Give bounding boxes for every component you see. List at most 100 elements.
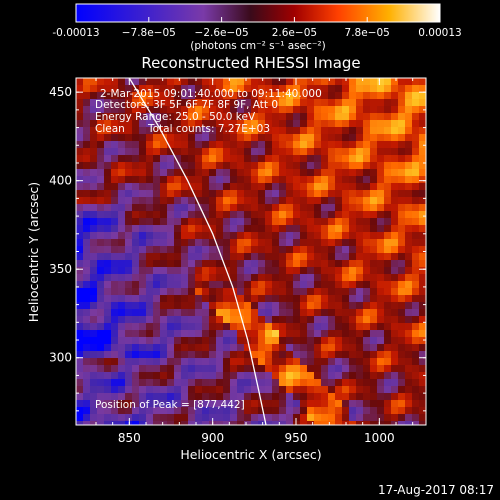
heatmap-cell: [216, 239, 224, 247]
heatmap-cell: [363, 372, 371, 380]
heatmap-cell: [251, 316, 259, 324]
heatmap-cell: [328, 267, 336, 275]
heatmap-cell: [335, 92, 343, 100]
heatmap-cell: [321, 190, 329, 198]
annotation-method: Clean: [95, 123, 125, 135]
heatmap-cell: [356, 99, 364, 107]
heatmap-cell: [321, 288, 329, 296]
heatmap-cell: [153, 421, 161, 425]
heatmap-cell: [90, 295, 98, 303]
heatmap-cell: [76, 99, 84, 107]
heatmap-cell: [216, 253, 224, 261]
heatmap-cell: [321, 197, 329, 205]
heatmap-cell: [237, 127, 245, 135]
heatmap-cell: [216, 330, 224, 338]
heatmap-cell: [216, 316, 224, 324]
heatmap-cell: [328, 337, 336, 345]
heatmap-cell: [216, 211, 224, 219]
heatmap-cell: [391, 225, 399, 233]
heatmap-cell: [419, 176, 426, 184]
heatmap-cell: [342, 113, 350, 121]
heatmap-cell: [230, 351, 238, 359]
heatmap-cell: [349, 99, 357, 107]
heatmap-cell: [188, 267, 196, 275]
heatmap-cell: [412, 155, 420, 163]
heatmap-cell: [90, 176, 98, 184]
heatmap-cell: [181, 127, 189, 135]
heatmap-cell: [132, 204, 140, 212]
heatmap-cell: [419, 309, 426, 317]
heatmap-cell: [307, 239, 315, 247]
heatmap-cell: [125, 246, 133, 254]
heatmap-cell: [195, 337, 203, 345]
heatmap-cell: [293, 106, 301, 114]
heatmap-cell: [398, 337, 406, 345]
heatmap-cell: [391, 337, 399, 345]
heatmap-cell: [111, 85, 119, 93]
heatmap-cell: [97, 281, 105, 289]
heatmap-cell: [363, 85, 371, 93]
heatmap-cell: [377, 288, 385, 296]
heatmap-cell: [251, 344, 259, 352]
heatmap-cell: [83, 400, 91, 408]
heatmap-cell: [342, 239, 350, 247]
heatmap-cell: [132, 379, 140, 387]
heatmap-cell: [146, 400, 154, 408]
heatmap-cell: [412, 141, 420, 149]
heatmap-cell: [167, 120, 175, 128]
heatmap-cell: [307, 148, 315, 156]
heatmap-cell: [363, 316, 371, 324]
heatmap-cell: [398, 274, 406, 282]
heatmap-cell: [272, 386, 280, 394]
heatmap-cell: [384, 169, 392, 177]
heatmap-cell: [370, 190, 378, 198]
heatmap-cell: [202, 260, 210, 268]
heatmap-cell: [335, 351, 343, 359]
heatmap-cell: [188, 288, 196, 296]
heatmap-cell: [237, 316, 245, 324]
heatmap-cell: [76, 211, 84, 219]
heatmap-cell: [272, 260, 280, 268]
heatmap-cell: [377, 281, 385, 289]
heatmap-cell: [118, 351, 126, 359]
heatmap-cell: [342, 253, 350, 261]
heatmap-cell: [370, 204, 378, 212]
heatmap-cell: [370, 421, 378, 425]
heatmap-cell: [314, 148, 322, 156]
heatmap-cell: [405, 85, 413, 93]
heatmap-cell: [377, 302, 385, 310]
heatmap-cell: [83, 309, 91, 317]
heatmap-cell: [377, 414, 385, 422]
heatmap-cell: [237, 330, 245, 338]
heatmap-cell: [216, 267, 224, 275]
heatmap-cell: [181, 337, 189, 345]
heatmap-cell: [195, 400, 203, 408]
heatmap-cell: [188, 421, 196, 425]
heatmap-cell: [391, 393, 399, 401]
heatmap-cell: [202, 239, 210, 247]
heatmap-cell: [405, 379, 413, 387]
heatmap-cell: [244, 253, 252, 261]
heatmap-cell: [321, 316, 329, 324]
heatmap-cell: [328, 190, 336, 198]
heatmap-cell: [181, 407, 189, 415]
heatmap-cell: [398, 232, 406, 240]
heatmap-cell: [419, 421, 426, 425]
heatmap-cell: [356, 162, 364, 170]
annotation-peak-position: Position of Peak = [877,442]: [95, 399, 245, 411]
heatmap-cell: [356, 344, 364, 352]
heatmap-cell: [90, 337, 98, 345]
heatmap-cell: [202, 141, 210, 149]
heatmap-cell: [384, 260, 392, 268]
colorbar-tick-label: −7.8e−05: [122, 27, 176, 39]
heatmap-cell: [237, 267, 245, 275]
heatmap-cell: [384, 386, 392, 394]
heatmap-cell: [300, 407, 308, 415]
heatmap-cell: [76, 225, 84, 233]
heatmap-cell: [258, 246, 266, 254]
heatmap-cell: [167, 351, 175, 359]
heatmap-cell: [300, 204, 308, 212]
heatmap-cell: [174, 141, 182, 149]
heatmap-cell: [391, 78, 399, 86]
heatmap-cell: [405, 99, 413, 107]
